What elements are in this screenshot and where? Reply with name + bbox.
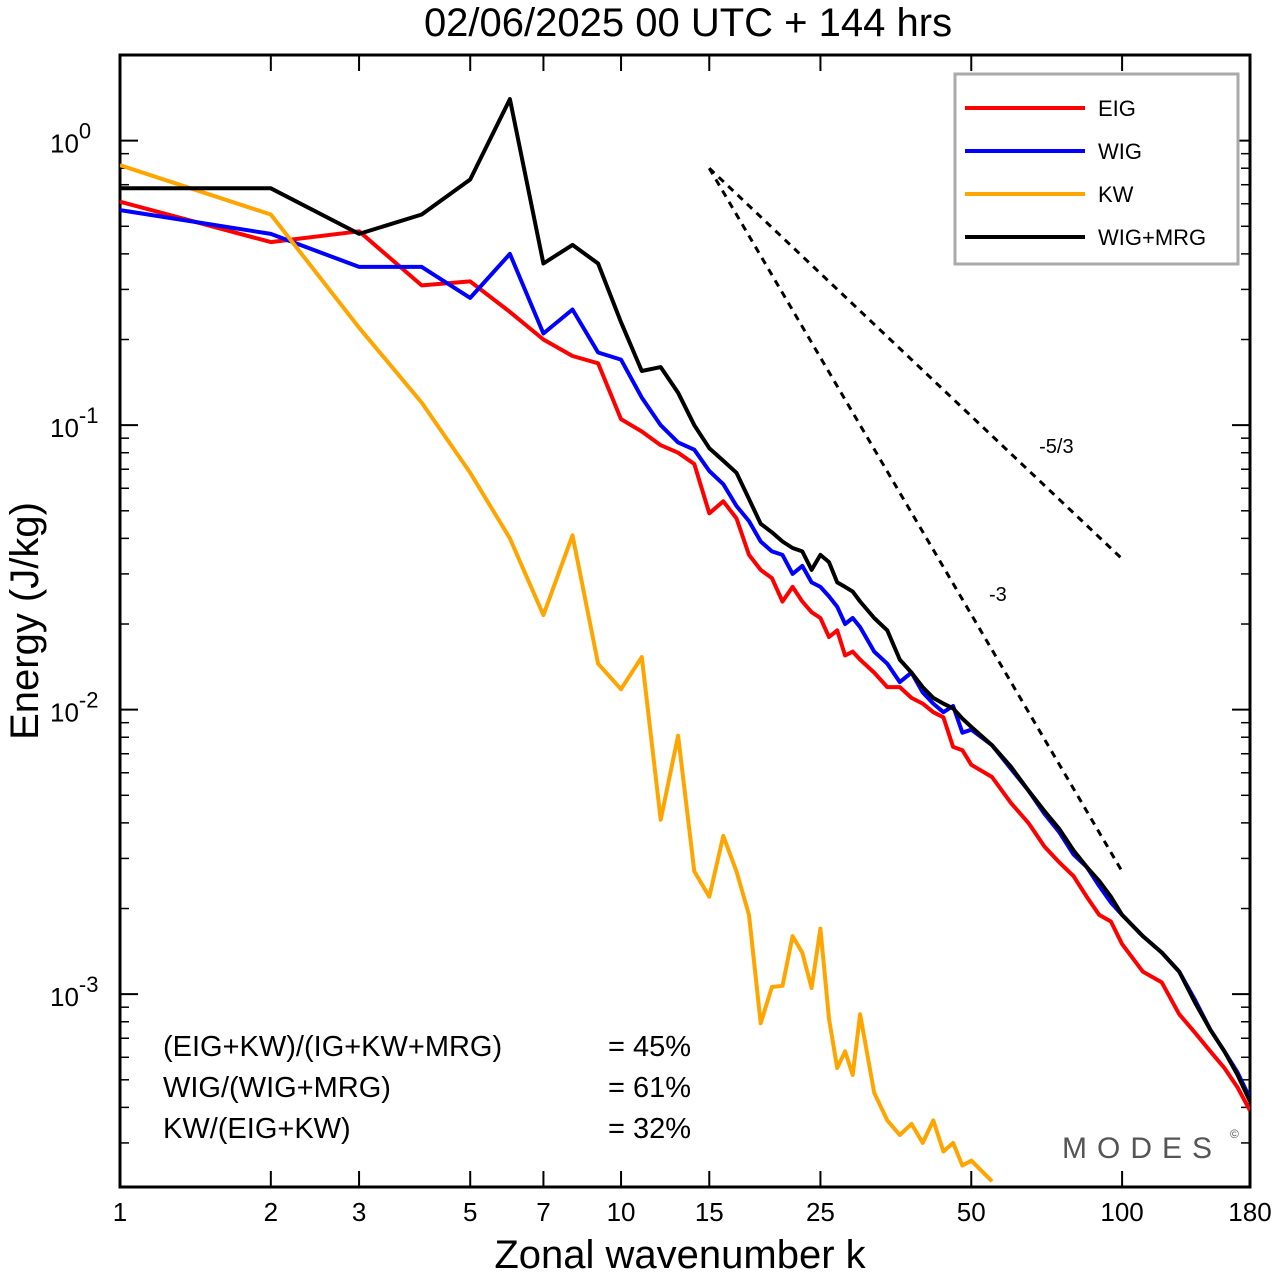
- reference-slope-line: [708, 167, 1124, 560]
- x-tick-label: 5: [463, 1197, 477, 1227]
- series-line-wig: [120, 208, 1250, 1100]
- x-tick-label: 2: [264, 1197, 278, 1227]
- legend-label: WIG: [1098, 139, 1142, 164]
- plot-frame: [118, 53, 1252, 1189]
- reference-slope-label: -5/3: [1039, 436, 1073, 458]
- series-line-wig-mrg: [120, 97, 1250, 1103]
- stat-value: = 45%: [608, 1031, 691, 1063]
- x-tick-label: 50: [957, 1197, 986, 1227]
- series-line-eig: [120, 199, 1250, 1112]
- x-axis-label: Zonal wavenumber k: [494, 1233, 866, 1277]
- legend-label: EIG: [1098, 96, 1136, 121]
- modes-brand: MODES: [1062, 1132, 1222, 1165]
- reference-slope-line: [707, 167, 1124, 873]
- stat-label: (EIG+KW)/(IG+KW+MRG): [163, 1031, 502, 1063]
- chart-title: 02/06/2025 00 UTC + 144 hrs: [424, 1, 952, 45]
- x-tick-label: 10: [607, 1197, 636, 1227]
- y-tick-label: 10-2: [50, 688, 98, 728]
- ratio-stats: (EIG+KW)/(IG+KW+MRG) = 45% WIG/(WIG+MRG) = …: [163, 1031, 691, 1145]
- stat-label: KW/(EIG+KW): [163, 1113, 351, 1145]
- series-line-kw: [120, 163, 994, 1183]
- y-tick-label: 100: [50, 119, 91, 159]
- x-tick-label: 1: [113, 1197, 127, 1227]
- y-tick-label: 10-3: [50, 972, 98, 1012]
- stat-value: = 32%: [608, 1113, 691, 1145]
- legend-label: KW: [1098, 182, 1134, 207]
- stat-value: = 61%: [608, 1072, 691, 1104]
- y-axis-label: Energy (J/kg): [3, 502, 47, 740]
- legend-label: WIG+MRG: [1098, 225, 1206, 250]
- reference-slopes: -5/3 -3: [707, 167, 1124, 873]
- copyright-mark: ©: [1230, 1127, 1239, 1141]
- axis-ticks: 1 2 3 5 7 10 15 25 50 100 180 100 10-1 10-2 10-3: [50, 54, 1272, 1227]
- x-tick-label: 100: [1100, 1197, 1143, 1227]
- reference-slope-label: -3: [989, 584, 1007, 606]
- series-lines: [120, 97, 1250, 1183]
- x-tick-label: 3: [352, 1197, 366, 1227]
- stat-label: WIG/(WIG+MRG): [163, 1072, 391, 1104]
- x-tick-label: 15: [695, 1197, 724, 1227]
- x-tick-label: 180: [1228, 1197, 1271, 1227]
- y-tick-label: 10-1: [50, 403, 98, 443]
- x-tick-label: 7: [536, 1197, 550, 1227]
- x-tick-label: 25: [806, 1197, 835, 1227]
- legend-box: [953, 72, 1240, 266]
- legend: EIG WIG KW WIG+MRG: [953, 72, 1240, 266]
